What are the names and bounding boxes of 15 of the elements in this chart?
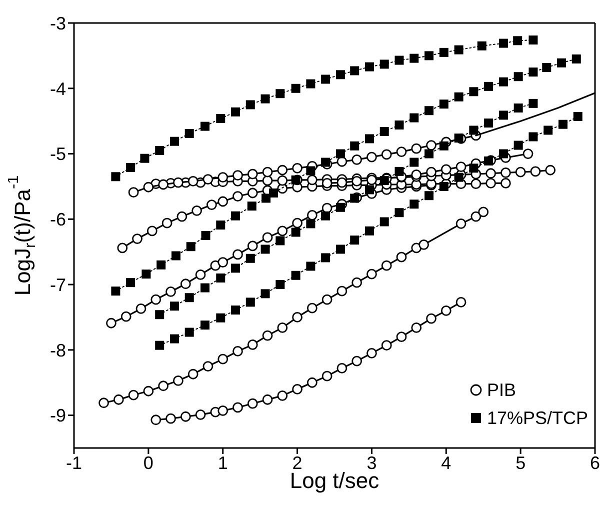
x-tick-label: 1 bbox=[218, 452, 228, 473]
legend-label: 17%PS/TCP bbox=[486, 407, 588, 430]
y-tick-label: -9 bbox=[50, 406, 66, 426]
x-tick-label: 4 bbox=[441, 452, 452, 473]
legend-label: PIB bbox=[486, 379, 516, 402]
y-tick-label: -5 bbox=[50, 144, 66, 164]
y-tick-label: -6 bbox=[50, 210, 66, 230]
x-tick-label: 6 bbox=[590, 452, 600, 473]
y-tick-label: -3 bbox=[50, 13, 66, 34]
x-tick-label: 5 bbox=[516, 452, 526, 473]
y-tick-label: -4 bbox=[50, 78, 66, 99]
y-tick-label: -8 bbox=[50, 340, 66, 360]
y-tick-label: -7 bbox=[50, 274, 66, 295]
x-tick-label: 0 bbox=[143, 452, 154, 473]
x-tick-label: -1 bbox=[66, 452, 82, 473]
